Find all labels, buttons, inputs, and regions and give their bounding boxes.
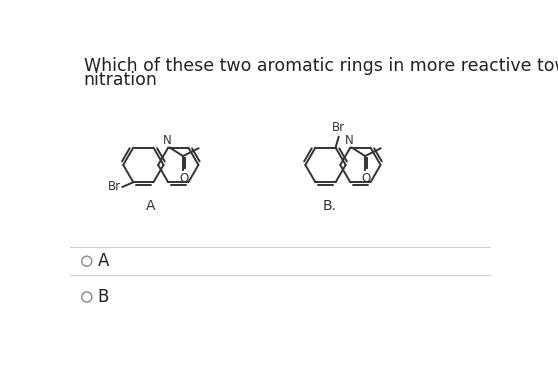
Text: B: B [98,288,109,306]
Text: nitration: nitration [84,71,157,89]
Text: O: O [179,172,189,185]
Text: Which of these two aromatic rings in more reactive toward: Which of these two aromatic rings in mor… [84,57,558,75]
Text: O: O [361,172,371,185]
Text: A: A [146,199,156,213]
Text: Br: Br [108,181,121,193]
Text: N: N [163,134,172,147]
Text: N: N [345,134,354,147]
Text: A: A [98,252,109,270]
Text: Br: Br [332,121,345,134]
Text: B.: B. [323,199,336,213]
